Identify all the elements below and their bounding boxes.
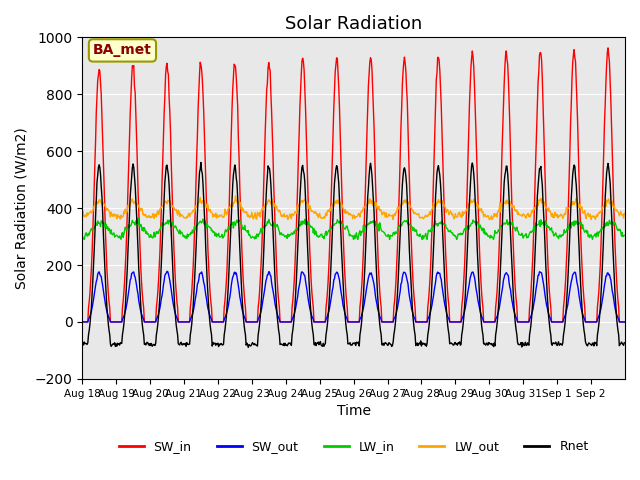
SW_in: [620, 319, 628, 325]
SW_out: [78, 319, 86, 325]
Line: LW_out: LW_out: [82, 196, 624, 219]
Rnet: [441, 278, 449, 284]
Rnet: [291, 314, 298, 320]
Legend: SW_in, SW_out, LW_in, LW_out, Rnet: SW_in, SW_out, LW_in, LW_out, Rnet: [113, 435, 593, 458]
LW_out: [410, 210, 418, 216]
SW_out: [269, 288, 277, 293]
Line: SW_out: SW_out: [82, 272, 624, 322]
LW_out: [78, 210, 86, 216]
Y-axis label: Solar Radiation (W/m2): Solar Radiation (W/m2): [15, 127, 29, 289]
LW_out: [232, 193, 239, 199]
SW_in: [440, 177, 447, 183]
LW_out: [620, 210, 628, 216]
LW_in: [143, 231, 151, 237]
LW_out: [142, 212, 150, 217]
Rnet: [142, 342, 150, 348]
LW_out: [269, 197, 277, 203]
LW_out: [441, 204, 449, 209]
SW_in: [142, 319, 150, 325]
LW_in: [410, 226, 418, 232]
SW_out: [440, 297, 448, 303]
LW_in: [81, 237, 88, 242]
Line: SW_in: SW_in: [82, 48, 624, 322]
LW_in: [243, 228, 251, 234]
LW_out: [291, 211, 298, 216]
SW_out: [142, 319, 150, 325]
Rnet: [410, 327, 418, 333]
Rnet: [243, 342, 250, 348]
Title: Solar Radiation: Solar Radiation: [285, 15, 422, 33]
LW_out: [284, 216, 292, 222]
SW_out: [163, 269, 171, 275]
SW_out: [410, 313, 417, 319]
Rnet: [197, 159, 205, 165]
SW_in: [289, 298, 296, 303]
Rnet: [78, 341, 86, 347]
SW_in: [78, 319, 86, 325]
Line: Rnet: Rnet: [82, 162, 624, 348]
Text: BA_met: BA_met: [93, 43, 152, 58]
LW_in: [441, 222, 449, 228]
SW_in: [268, 130, 276, 136]
SW_out: [290, 313, 298, 319]
LW_in: [134, 215, 142, 221]
LW_in: [270, 220, 278, 226]
Rnet: [620, 340, 628, 346]
LW_in: [78, 232, 86, 238]
Line: LW_in: LW_in: [82, 218, 624, 240]
SW_in: [409, 277, 417, 283]
X-axis label: Time: Time: [337, 404, 371, 418]
SW_in: [604, 45, 612, 51]
SW_in: [241, 305, 249, 311]
SW_out: [243, 319, 250, 325]
LW_in: [291, 231, 298, 237]
Rnet: [270, 246, 278, 252]
Rnet: [244, 345, 252, 350]
SW_out: [620, 319, 628, 325]
LW_in: [620, 232, 628, 238]
LW_out: [243, 209, 250, 215]
